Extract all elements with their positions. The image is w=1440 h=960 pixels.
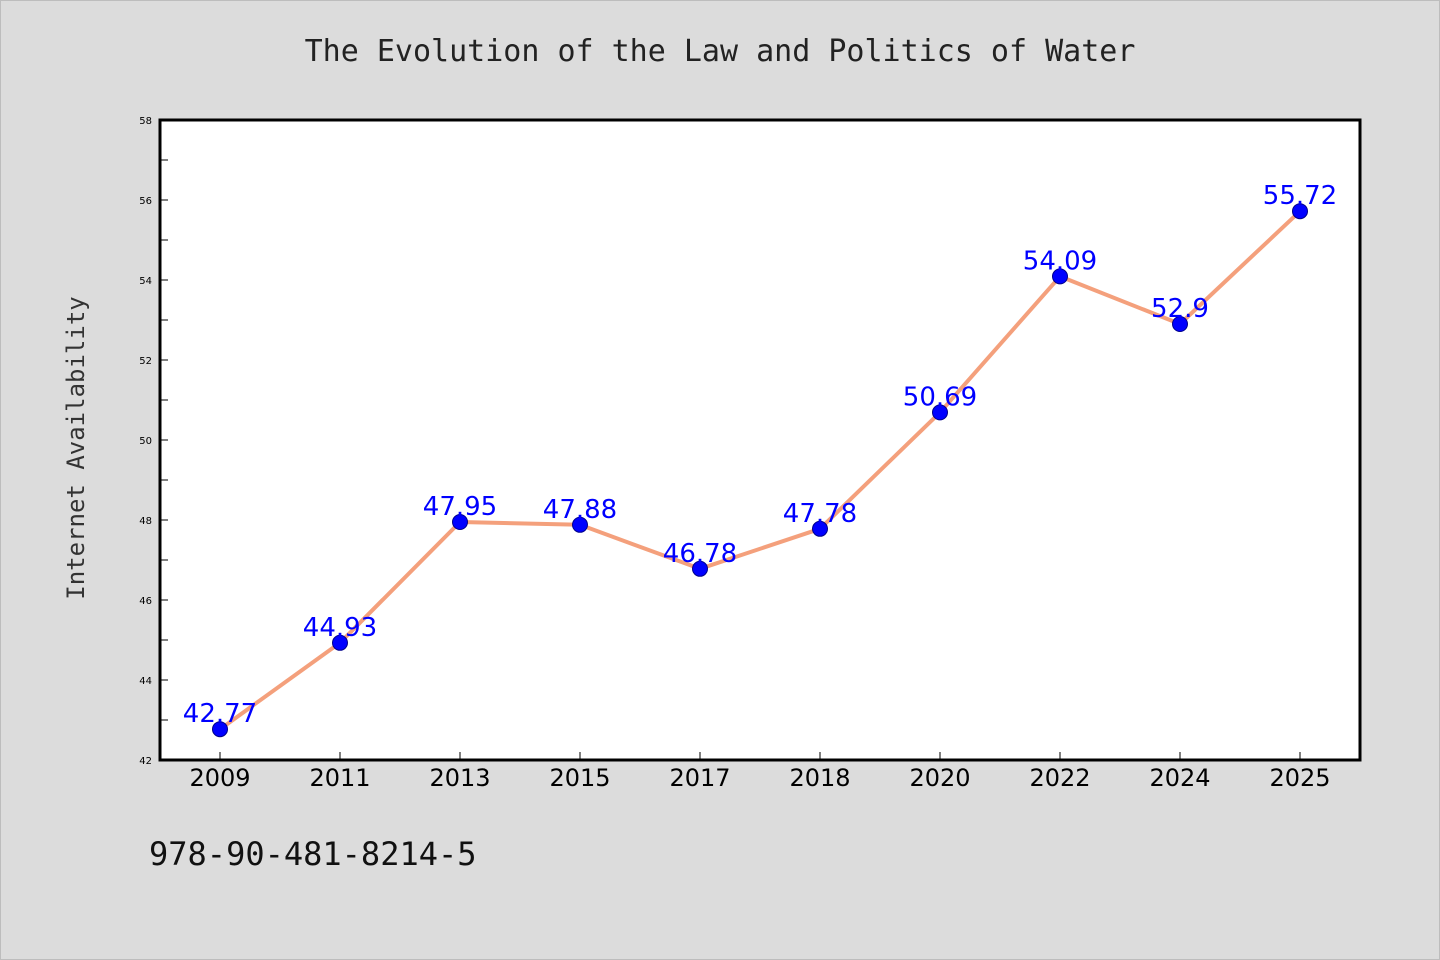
data-point xyxy=(1292,203,1308,220)
data-point xyxy=(812,520,828,537)
x-tick: 2015 xyxy=(549,752,611,792)
data-point xyxy=(572,516,588,533)
x-tick: 2017 xyxy=(669,752,731,792)
x-axis-ticks: 2009 2011 2013 2015 2017 2018 2020 2022 2024 2025 xyxy=(189,752,1331,792)
data-label: 47.95 xyxy=(423,492,497,522)
x-tick-label: 2025 xyxy=(1269,764,1330,792)
x-tick-label: 2018 xyxy=(789,764,850,792)
y-tick: 52 xyxy=(139,356,168,367)
plot-area xyxy=(158,118,1362,762)
data-point xyxy=(1172,316,1188,332)
data-labels: 42.77 44.93 47.95 47.88 46.78 47.78 50.69 54.09… xyxy=(183,181,1337,729)
x-tick-label: 2020 xyxy=(909,764,970,792)
data-point xyxy=(452,514,468,530)
y-tick-label: 58 xyxy=(139,116,152,127)
data-label: 42.77 xyxy=(183,699,257,729)
x-tick-label: 2009 xyxy=(189,764,250,792)
y-axis-ticks: 42 44 46 48 50 52 54 56 58 xyxy=(139,116,168,767)
data-label: 47.88 xyxy=(543,495,617,525)
x-tick: 2020 xyxy=(909,752,971,792)
x-tick-label: 2013 xyxy=(429,764,490,792)
y-tick-label: 46 xyxy=(139,596,152,607)
y-tick: 54 xyxy=(139,276,168,287)
data-points xyxy=(212,203,1308,738)
y-tick-label: 48 xyxy=(139,516,152,527)
data-label: 47.78 xyxy=(783,499,857,529)
data-label: 52.9 xyxy=(1151,294,1209,324)
x-tick: 2009 xyxy=(189,752,251,792)
x-tick: 2022 xyxy=(1029,752,1091,792)
data-label: 46.78 xyxy=(663,539,737,569)
x-tick: 2013 xyxy=(429,752,491,792)
x-tick-label: 2011 xyxy=(309,764,370,792)
y-tick-label: 52 xyxy=(139,356,152,367)
data-point xyxy=(692,560,708,577)
y-tick: 46 xyxy=(139,596,168,607)
x-tick: 2011 xyxy=(309,752,371,792)
y-tick-label: 44 xyxy=(139,676,152,687)
y-tick: 56 xyxy=(139,196,168,207)
x-tick-label: 2015 xyxy=(549,764,610,792)
y-tick: 50 xyxy=(139,436,168,447)
data-label: 44.93 xyxy=(303,613,377,643)
data-point xyxy=(932,404,948,421)
x-tick: 2025 xyxy=(1269,752,1331,792)
y-tick: 44 xyxy=(139,676,168,687)
x-tick: 2024 xyxy=(1149,752,1211,792)
y-tick-label: 56 xyxy=(139,196,152,207)
y-tick: 42 xyxy=(139,756,168,767)
x-tick-label: 2024 xyxy=(1149,764,1210,792)
y-tick-label: 50 xyxy=(139,436,152,447)
x-tick: 2018 xyxy=(789,752,851,792)
data-point xyxy=(1052,268,1068,285)
data-label: 55.72 xyxy=(1263,181,1337,211)
series-line xyxy=(218,209,1302,732)
chart-title: The Evolution of the Law and Politics of… xyxy=(304,34,1136,69)
data-point xyxy=(332,634,348,651)
y-tick: 58 xyxy=(139,116,168,127)
x-tick-label: 2022 xyxy=(1029,764,1090,792)
data-point xyxy=(212,721,228,738)
y-tick-label: 54 xyxy=(139,276,152,287)
x-tick-label: 2017 xyxy=(669,764,730,792)
data-label: 50.69 xyxy=(903,382,977,412)
data-label: 54.09 xyxy=(1023,246,1097,276)
y-tick-label: 42 xyxy=(139,756,152,767)
y-tick: 48 xyxy=(139,516,168,527)
isbn-text: 978-90-481-8214-5 xyxy=(149,835,477,873)
